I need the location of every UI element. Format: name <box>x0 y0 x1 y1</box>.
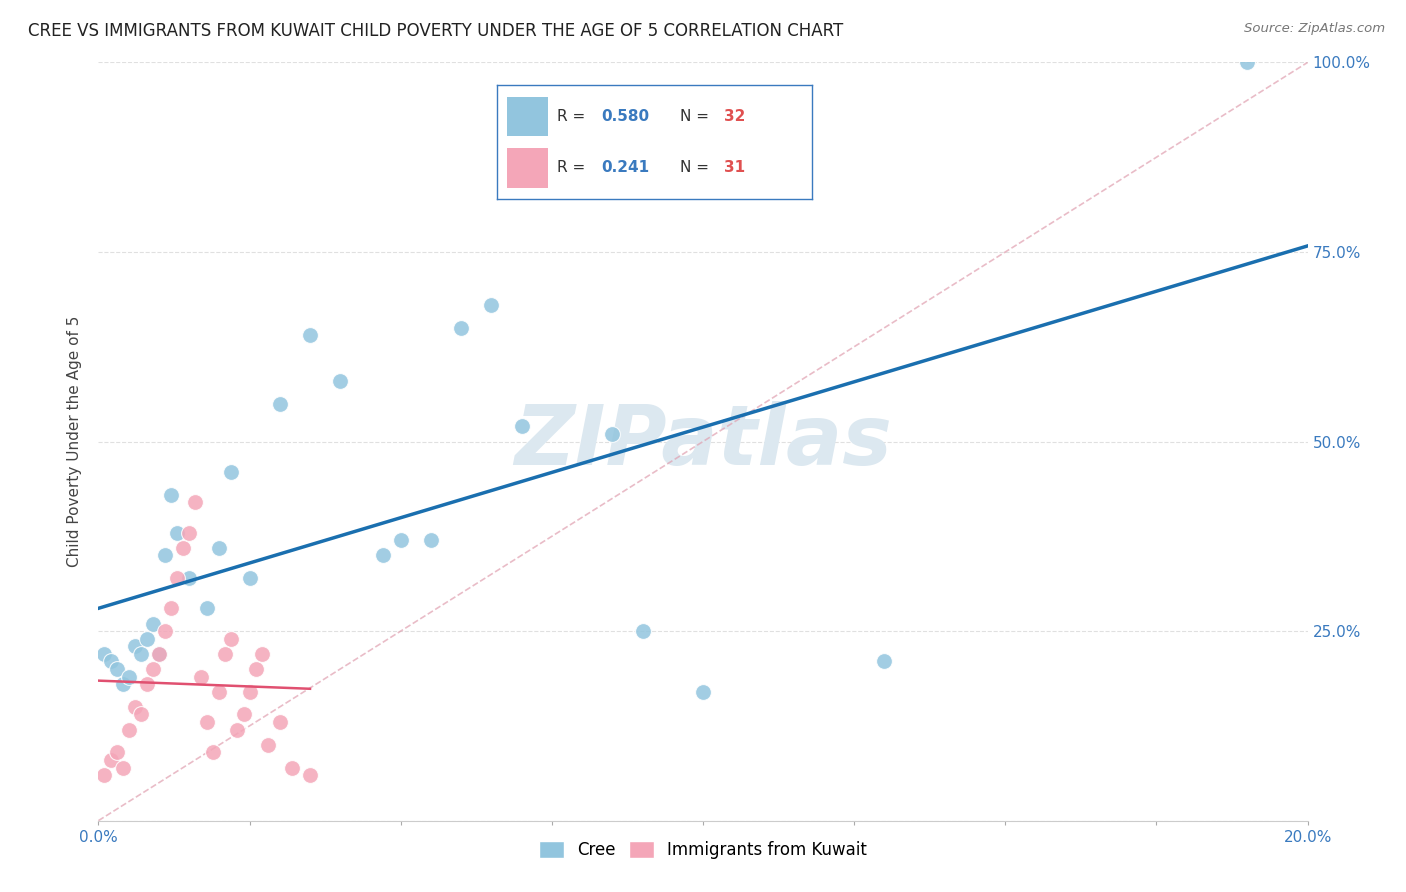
Point <box>239 571 262 585</box>
Point <box>202 746 225 760</box>
Point <box>179 525 201 540</box>
Point <box>135 632 157 646</box>
Point <box>129 647 152 661</box>
Point <box>299 768 322 782</box>
Point <box>481 298 503 312</box>
Y-axis label: Child Poverty Under the Age of 5: Child Poverty Under the Age of 5 <box>67 316 83 567</box>
Point <box>166 571 188 585</box>
Point <box>195 601 218 615</box>
Point <box>93 647 115 661</box>
Point <box>221 465 243 479</box>
Point <box>105 746 128 760</box>
Point <box>166 525 188 540</box>
Point <box>124 699 146 714</box>
Point <box>299 328 322 343</box>
Point <box>239 685 262 699</box>
Point <box>214 647 236 661</box>
Point <box>256 738 278 752</box>
Point <box>111 760 134 774</box>
Point <box>226 723 249 737</box>
Point <box>93 768 115 782</box>
Point <box>118 669 141 683</box>
Point <box>329 374 352 388</box>
Point <box>105 662 128 676</box>
Point <box>250 647 273 661</box>
Point <box>208 685 231 699</box>
Point <box>602 427 624 442</box>
Point <box>160 601 183 615</box>
Point <box>208 541 231 555</box>
Point <box>160 487 183 501</box>
Point <box>873 655 896 669</box>
Point <box>148 647 170 661</box>
Point <box>692 685 714 699</box>
Point <box>148 647 170 661</box>
Point <box>245 662 267 676</box>
Point <box>100 655 122 669</box>
Point <box>631 624 654 639</box>
Point <box>195 715 218 730</box>
Point <box>371 548 394 563</box>
Point <box>172 541 194 555</box>
Text: CREE VS IMMIGRANTS FROM KUWAIT CHILD POVERTY UNDER THE AGE OF 5 CORRELATION CHAR: CREE VS IMMIGRANTS FROM KUWAIT CHILD POV… <box>28 22 844 40</box>
Point <box>232 707 254 722</box>
Point <box>510 419 533 434</box>
Point <box>450 320 472 334</box>
Text: ZIPatlas: ZIPatlas <box>515 401 891 482</box>
Point <box>179 571 201 585</box>
Point <box>281 760 304 774</box>
Point <box>221 632 243 646</box>
Point <box>184 495 207 509</box>
Point <box>153 624 176 639</box>
Point <box>118 723 141 737</box>
Point <box>111 677 134 691</box>
Point <box>420 533 443 548</box>
Point <box>142 662 165 676</box>
Text: Source: ZipAtlas.com: Source: ZipAtlas.com <box>1244 22 1385 36</box>
Point <box>190 669 212 683</box>
Legend: Cree, Immigrants from Kuwait: Cree, Immigrants from Kuwait <box>531 834 875 865</box>
Point <box>135 677 157 691</box>
Point <box>269 715 291 730</box>
Point <box>124 639 146 653</box>
Point <box>142 616 165 631</box>
Point <box>100 753 122 767</box>
Point <box>1236 55 1258 70</box>
Point <box>153 548 176 563</box>
Point <box>129 707 152 722</box>
Point <box>269 396 291 410</box>
Point <box>389 533 412 548</box>
